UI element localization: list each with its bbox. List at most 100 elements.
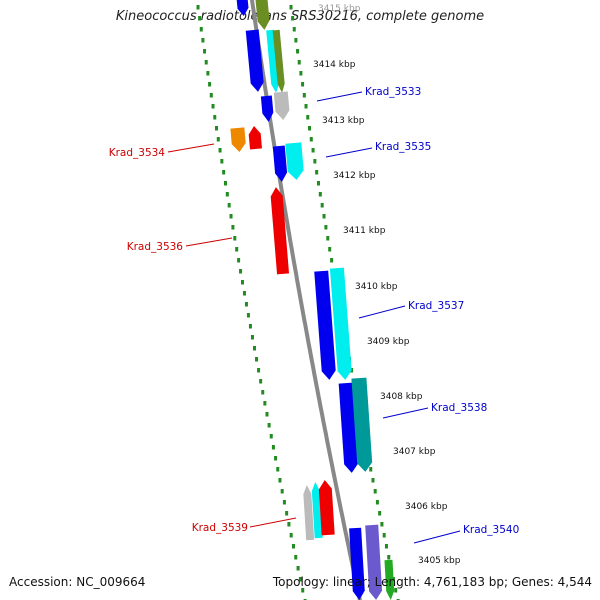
scale-label: 3405 kbp	[418, 556, 461, 566]
gene-label: Krad_3534	[109, 147, 166, 159]
scale-label: 3410 kbp	[355, 282, 398, 292]
inner-tick-dot	[289, 533, 293, 538]
outer-tick-dot	[315, 170, 319, 175]
gene-arrow-shape	[245, 29, 264, 92]
gene-leader-line	[413, 530, 461, 544]
inner-tick-dot	[267, 423, 271, 428]
outer-tick-dot	[304, 104, 308, 109]
inner-tick-dot	[227, 203, 231, 208]
outer-tick-dot	[394, 588, 398, 593]
gene-leader-line	[316, 91, 363, 102]
scale-label: 3408 kbp	[380, 392, 423, 402]
inner-tick-dot	[255, 357, 259, 362]
inner-tick-dot	[215, 126, 219, 131]
inner-tick-dot	[209, 93, 213, 98]
inner-tick-dot	[287, 522, 291, 527]
gene-leader-line	[325, 147, 373, 158]
gene-arrow-shape	[230, 127, 246, 152]
gene-arrow	[272, 145, 288, 182]
inner-tick-dot	[206, 71, 210, 76]
inner-tick-dot	[237, 258, 241, 263]
scale-label: 3415 kbp	[318, 4, 361, 14]
inner-tick-dot	[203, 49, 207, 54]
scale-label: 3409 kbp	[367, 337, 410, 347]
inner-tick-dot	[248, 324, 252, 329]
gene-label: Krad_3539	[192, 522, 248, 534]
inner-tick-dot	[271, 445, 275, 450]
outer-tick-dot	[299, 71, 303, 76]
scale-label: 3406 kbp	[405, 502, 448, 512]
inner-tick-dot	[269, 434, 273, 439]
inner-tick-dot	[250, 335, 254, 340]
gene-arrow-shape	[329, 267, 352, 380]
gene-arrow	[270, 187, 290, 275]
gene-arrow	[318, 480, 335, 536]
inner-tick-dot	[223, 181, 227, 186]
outer-tick-dot	[371, 478, 375, 483]
gene-arrow	[248, 126, 262, 150]
gene-arrow	[303, 485, 315, 541]
outer-tick-dot	[296, 49, 300, 54]
inner-tick-dot	[216, 137, 220, 142]
gene-arrow-shape	[314, 270, 336, 380]
scale-label: 3412 kbp	[333, 171, 376, 181]
gene-label: Krad_3533	[365, 86, 421, 98]
gene-arrow	[384, 559, 395, 600]
gene-arrow	[273, 91, 290, 120]
inner-tick-dot	[208, 82, 212, 87]
gene-arrow-shape	[272, 145, 288, 182]
inner-tick-dot	[259, 379, 263, 384]
gene-leader-line	[358, 305, 406, 319]
inner-tick-dot	[261, 390, 265, 395]
outer-tick-dot	[328, 247, 332, 252]
outer-tick-dot	[302, 93, 306, 98]
inner-tick-dot	[294, 555, 298, 560]
gene-arrow-shape	[365, 524, 383, 600]
inner-tick-dot	[211, 104, 215, 109]
scale-label: 3411 kbp	[343, 226, 386, 236]
gene-arrow	[254, 0, 270, 30]
gene-arrow	[314, 270, 336, 380]
outer-tick-dot	[301, 82, 305, 87]
inner-tick-dot	[301, 588, 305, 593]
inner-tick-dot	[280, 489, 284, 494]
inner-tick-dot	[257, 368, 261, 373]
gene-arrow	[245, 29, 264, 92]
inner-tick-dot	[246, 313, 250, 318]
outer-tick-dot	[294, 38, 298, 43]
gene-leader-line	[382, 407, 429, 419]
inner-tick-dot	[298, 577, 302, 582]
outer-tick-dot	[316, 181, 320, 186]
inner-tick-dot	[291, 544, 295, 549]
tick-dot-rows	[196, 5, 400, 600]
inner-tick-dot	[225, 192, 229, 197]
gene-leader-line	[185, 237, 233, 247]
outer-tick-dot	[373, 489, 377, 494]
outer-tick-dot	[387, 555, 391, 560]
gene-label: Krad_3538	[431, 402, 487, 414]
inner-tick-dot	[220, 159, 224, 164]
outer-tick-dot	[375, 500, 379, 505]
gene-arrow-shape	[260, 95, 274, 122]
gene-arrow-shape	[272, 29, 285, 93]
gene-arrow-shape	[273, 91, 290, 120]
inner-tick-dot	[265, 412, 269, 417]
inner-tick-dot	[241, 280, 245, 285]
gene-leader-line	[167, 143, 215, 153]
inner-tick-dot	[278, 478, 282, 483]
scale-label: 3414 kbp	[313, 60, 356, 70]
map-title: Kineococcus radiotolerans SRS30216, comp…	[115, 9, 485, 24]
outer-tick-dot	[292, 27, 296, 32]
inner-tick-dot	[235, 247, 239, 252]
gene-arrow-shape	[303, 485, 315, 541]
inner-tick-dot	[276, 467, 280, 472]
gene-arrow	[349, 527, 365, 600]
inner-tick-dot	[201, 38, 205, 43]
gene-arrow	[351, 377, 373, 472]
outer-tick-dot	[308, 126, 312, 131]
outer-tick-dot	[311, 148, 315, 153]
gene-arrow	[365, 524, 383, 600]
outer-tick-dot	[309, 137, 313, 142]
inner-tick-dot	[222, 170, 226, 175]
